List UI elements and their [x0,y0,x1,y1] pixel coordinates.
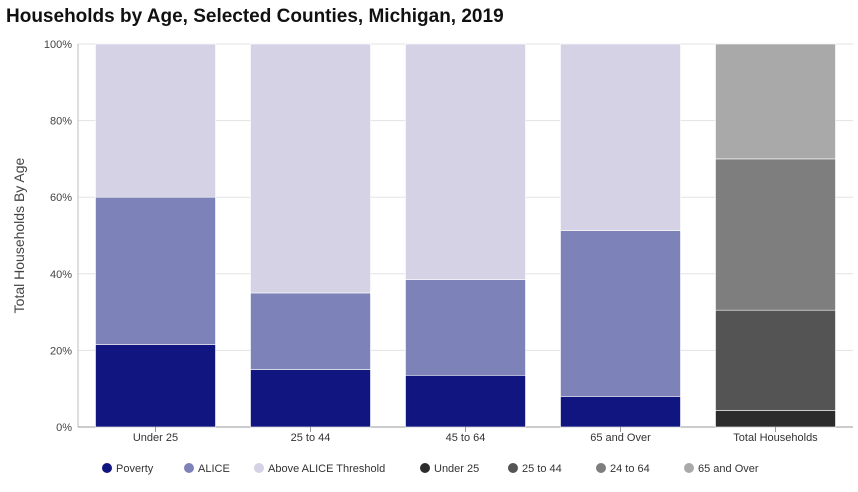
bar-total-households-24-to-64[interactable] [715,158,836,311]
legend-label-under-25[interactable]: Under 25 [434,463,479,475]
bar-total-households-65-and-over[interactable] [715,43,836,160]
legend-marker-25-to-44[interactable] [508,463,518,473]
bar-45-to-64-poverty[interactable] [405,374,526,428]
legend-label-alice[interactable]: ALICE [198,463,230,475]
bar-65-and-over-alice[interactable] [560,230,681,397]
x-tick-label: 65 and Over [590,432,651,444]
y-tick-label: 80% [50,116,72,128]
legend-marker-24-to-64[interactable] [596,463,606,473]
legend-marker-alice[interactable] [184,463,194,473]
bar-25-to-44-poverty[interactable] [250,369,371,428]
x-tick-label: 45 to 64 [446,432,486,444]
bar-65-and-over-poverty[interactable] [560,396,681,428]
legend-marker-poverty[interactable] [102,463,112,473]
x-tick-label: Total Households [733,432,818,444]
legend-marker-65-and-over[interactable] [684,463,694,473]
legend-label-65-and-over[interactable]: 65 and Over [698,463,759,475]
bar-total-households-25-to-44[interactable] [715,309,836,411]
x-tick-label: 25 to 44 [291,432,331,444]
bar-total-households-under-25[interactable] [715,410,836,428]
legend-marker-under-25[interactable] [420,463,430,473]
y-axis-title: Total Households By Age [11,157,27,313]
y-tick-label: 60% [50,192,72,204]
chart-title: Households by Age, Selected Counties, Mi… [6,6,504,27]
bar-25-to-44-alice[interactable] [250,292,371,370]
bar-under-25-alice[interactable] [95,196,216,345]
legend-label-24-to-64[interactable]: 24 to 64 [610,463,650,475]
bar-under-25-poverty[interactable] [95,344,216,428]
bar-45-to-64-above-alice-threshold[interactable] [405,43,526,280]
bar-under-25-above-alice-threshold[interactable] [95,43,216,198]
x-tick-label: Under 25 [133,432,178,444]
legend-marker-above-alice-threshold[interactable] [254,463,264,473]
legend-label-above-alice-threshold[interactable]: Above ALICE Threshold [268,463,385,475]
legend-label-25-to-44[interactable]: 25 to 44 [522,463,562,475]
bar-45-to-64-alice[interactable] [405,279,526,376]
y-tick-label: 100% [44,39,72,51]
y-tick-label: 40% [50,269,72,281]
bar-65-and-over-above-alice-threshold[interactable] [560,43,681,231]
y-tick-label: 20% [50,345,72,357]
bar-25-to-44-above-alice-threshold[interactable] [250,43,371,294]
y-tick-label: 0% [56,422,72,434]
legend-label-poverty[interactable]: Poverty [116,463,154,475]
